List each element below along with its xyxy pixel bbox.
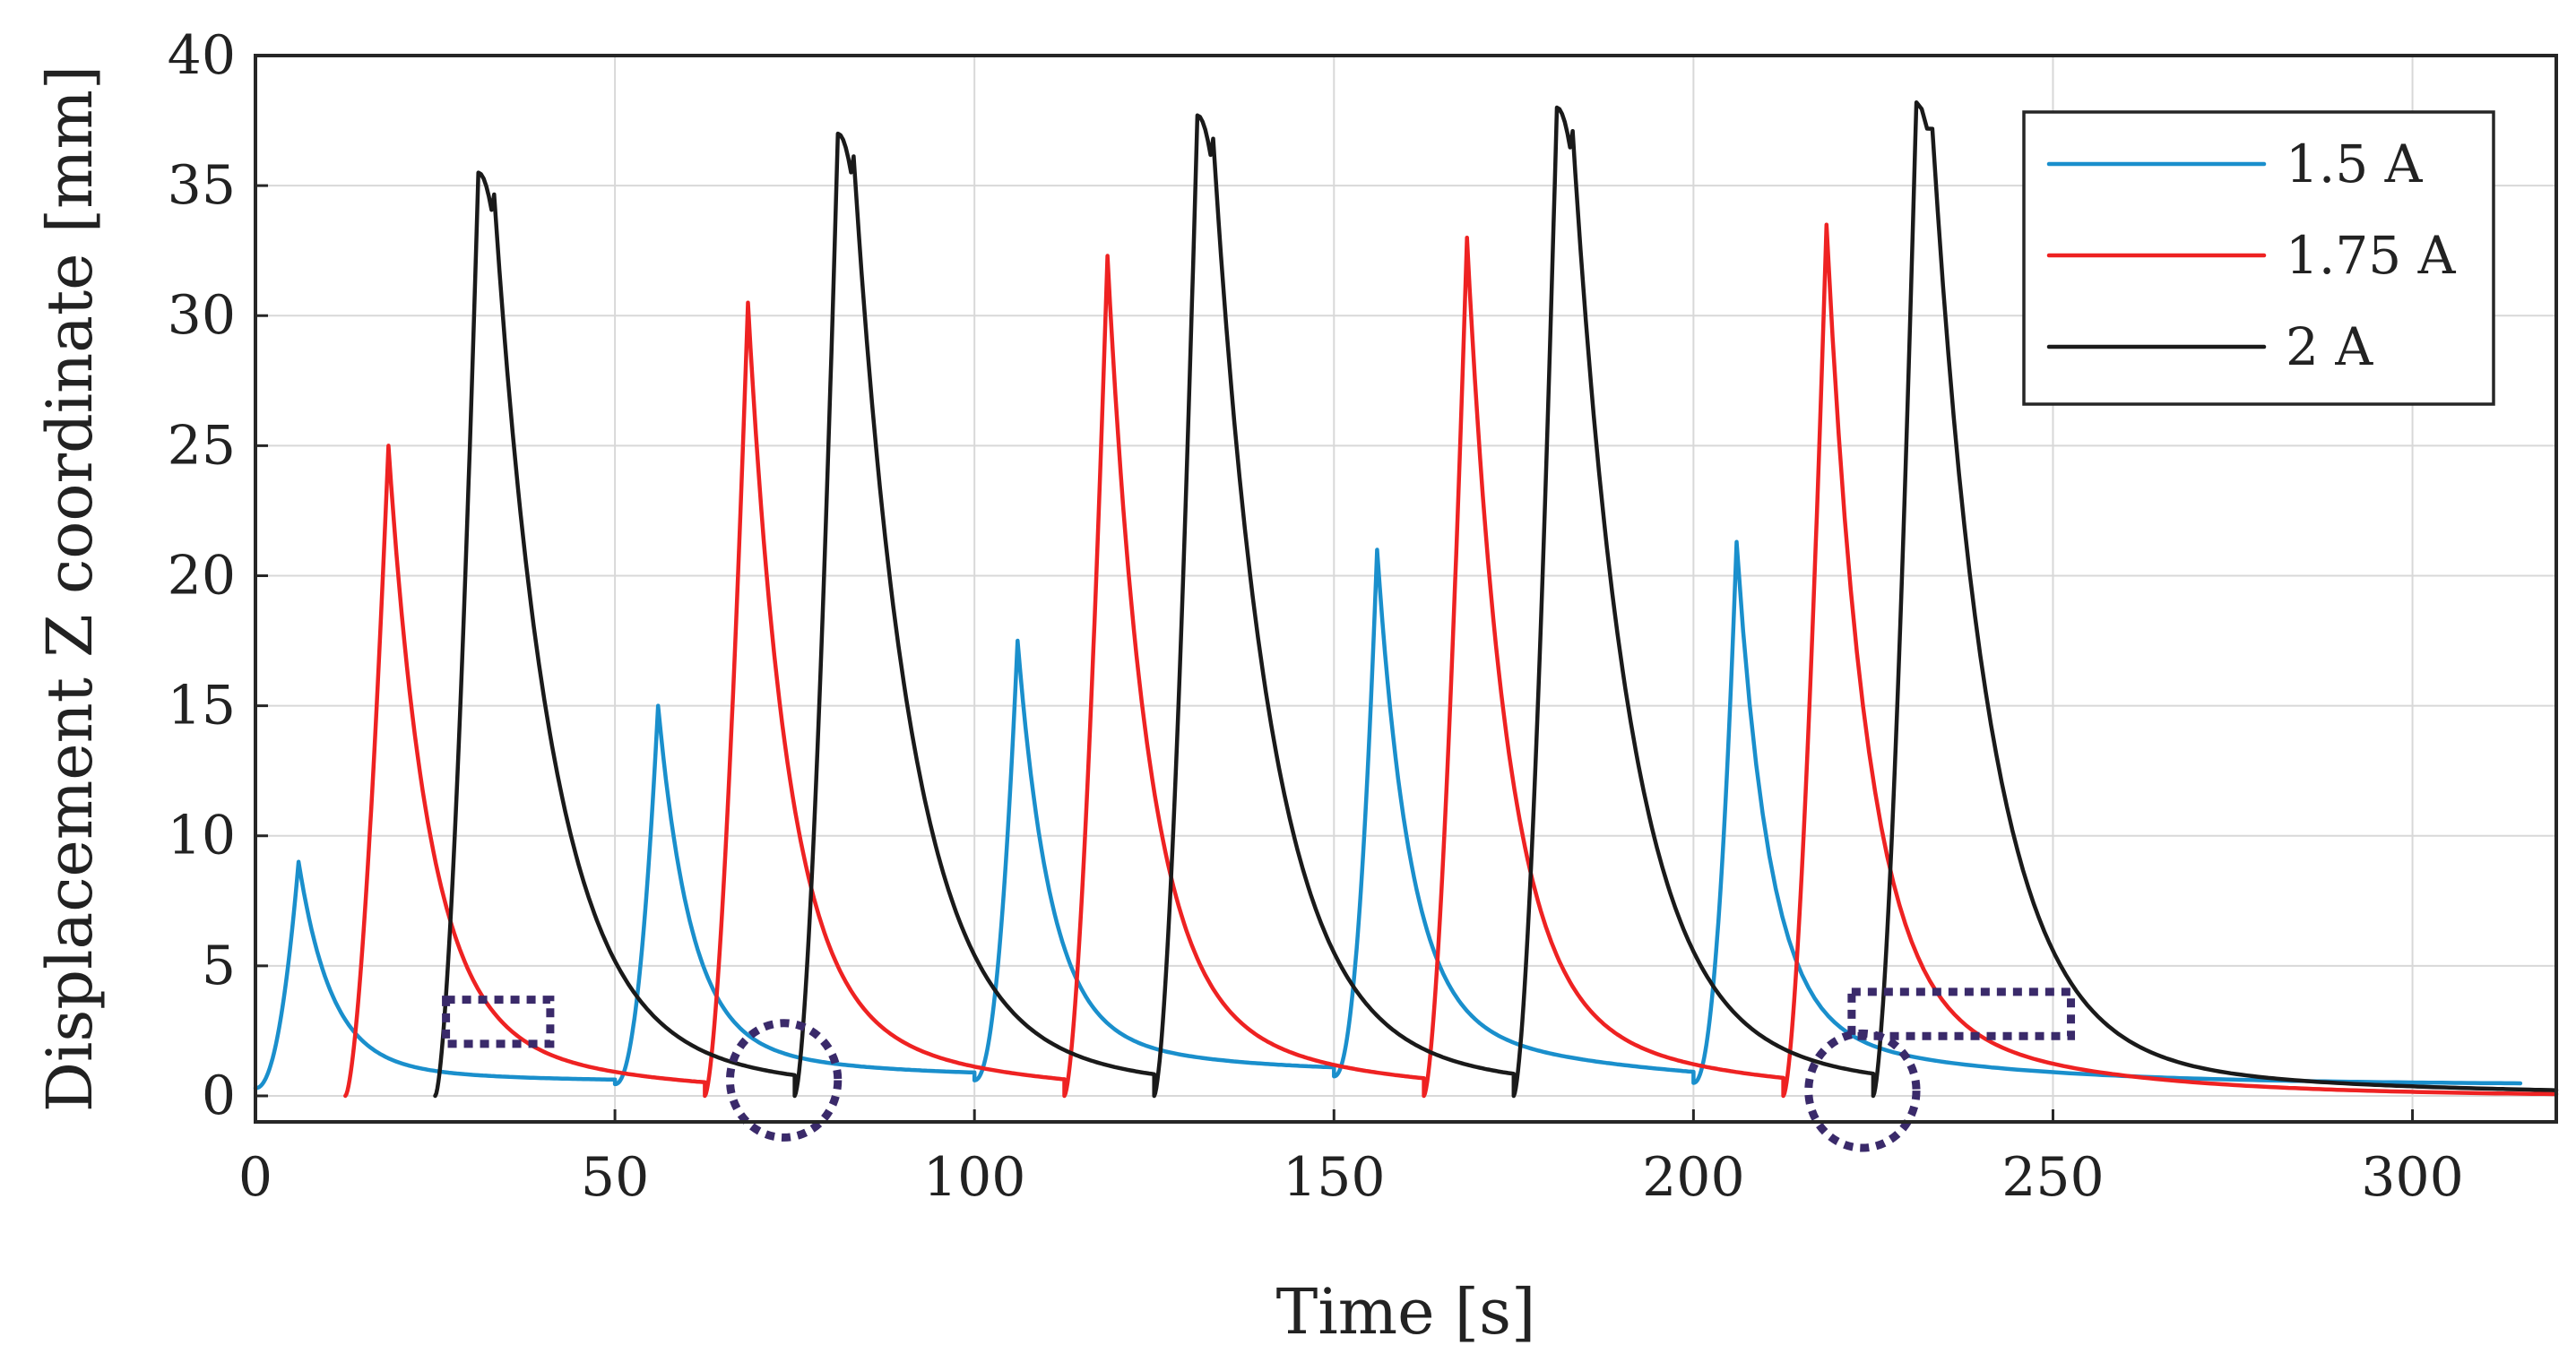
- plot-frame: [254, 54, 2558, 1124]
- x-tick-label: 100: [923, 1146, 1026, 1209]
- legend-box: [2022, 110, 2495, 406]
- x-tick-label: 250: [2001, 1146, 2105, 1209]
- legend-label-1-75a: 1.75 A: [2286, 225, 2457, 286]
- legend-label-1-5a: 1.5 A: [2286, 134, 2424, 194]
- x-tick-label: 150: [1283, 1146, 1386, 1209]
- x-tick-label: 300: [2361, 1146, 2464, 1209]
- series-line-1-5a: [253, 539, 2523, 1091]
- y-tick-label: 20: [168, 544, 236, 607]
- y-tick-label: 30: [168, 284, 236, 347]
- x-tick-label: 50: [581, 1146, 649, 1209]
- legend: 1.5 A 1.75 A 2 A: [2022, 110, 2495, 406]
- y-tick-label: 25: [168, 414, 236, 477]
- series-line-2a: [433, 99, 2559, 1099]
- y-axis-label: Displacement Z coordinate [mm]: [33, 65, 107, 1112]
- tick-labels: 0 50 100 150 200 250 300 0 5 10 15 20 25 30 35 40: [168, 24, 2464, 1209]
- y-tick-label: 15: [168, 675, 236, 737]
- dotted-ellipse-marker: [725, 1019, 843, 1142]
- legend-label-2a: 2 A: [2286, 316, 2373, 377]
- series-lines: [253, 99, 2559, 1099]
- y-tick-label: 10: [168, 805, 236, 867]
- x-tick-label: 0: [238, 1146, 272, 1209]
- dotted-rect-marker: [1847, 987, 2076, 1040]
- y-tick-label: 5: [202, 935, 236, 997]
- dotted-rect-marker: [442, 996, 555, 1048]
- x-tick-label: 200: [1642, 1146, 1745, 1209]
- series-line-1-75a: [343, 222, 2559, 1099]
- dotted-markers: [442, 987, 2076, 1152]
- y-tick-label: 40: [168, 24, 236, 87]
- x-axis-label: Time [s]: [1276, 1275, 1536, 1349]
- y-tick-label: 35: [168, 154, 236, 217]
- y-tick-label: 0: [202, 1065, 236, 1127]
